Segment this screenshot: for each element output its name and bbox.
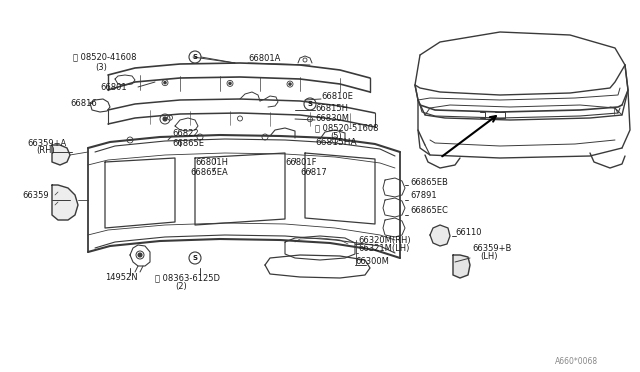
- Text: 66830M: 66830M: [315, 113, 349, 122]
- Circle shape: [229, 82, 231, 84]
- Text: 66815H: 66815H: [315, 103, 348, 112]
- Text: (RH): (RH): [36, 145, 55, 154]
- Text: 66359: 66359: [22, 190, 49, 199]
- Circle shape: [138, 253, 142, 257]
- Text: 66801F: 66801F: [285, 157, 317, 167]
- Text: 66320M(RH): 66320M(RH): [358, 235, 411, 244]
- Text: 66817: 66817: [300, 167, 327, 176]
- Text: 66321M(LH): 66321M(LH): [358, 244, 410, 253]
- Circle shape: [164, 81, 166, 84]
- Text: 66801H: 66801H: [195, 157, 228, 167]
- Text: 66110: 66110: [455, 228, 481, 237]
- Text: (5): (5): [330, 131, 342, 141]
- Text: (3): (3): [95, 62, 107, 71]
- Text: 66816: 66816: [70, 99, 97, 108]
- Text: 66865EC: 66865EC: [410, 205, 448, 215]
- Text: S: S: [307, 101, 312, 107]
- Polygon shape: [52, 145, 70, 165]
- Polygon shape: [52, 185, 78, 220]
- Text: S: S: [193, 255, 198, 261]
- Text: 66300M: 66300M: [355, 257, 389, 266]
- Text: (2): (2): [175, 282, 187, 291]
- Text: 66822: 66822: [172, 128, 198, 138]
- Text: 66810E: 66810E: [321, 92, 353, 100]
- Text: 66359+A: 66359+A: [27, 138, 67, 148]
- Text: 66801A: 66801A: [248, 54, 280, 62]
- Text: Ⓢ 08520-51608: Ⓢ 08520-51608: [315, 124, 378, 132]
- Circle shape: [289, 83, 291, 85]
- Text: A660*0068: A660*0068: [555, 357, 598, 366]
- Text: 66865E: 66865E: [172, 138, 204, 148]
- Text: 66359+B: 66359+B: [472, 244, 511, 253]
- Text: 67891: 67891: [410, 190, 436, 199]
- Text: 66865EB: 66865EB: [410, 177, 448, 186]
- Text: (LH): (LH): [480, 251, 497, 260]
- Circle shape: [163, 117, 167, 121]
- Text: 66801: 66801: [100, 83, 127, 92]
- Polygon shape: [430, 225, 450, 246]
- Text: S: S: [193, 54, 198, 60]
- Text: Ⓢ 08363-6125D: Ⓢ 08363-6125D: [155, 273, 220, 282]
- Text: 66865EA: 66865EA: [190, 167, 228, 176]
- Text: 14952N: 14952N: [105, 273, 138, 282]
- Text: Ⓢ 08520-41608: Ⓢ 08520-41608: [73, 52, 136, 61]
- Text: 66815HA: 66815HA: [315, 138, 356, 147]
- Polygon shape: [453, 255, 470, 278]
